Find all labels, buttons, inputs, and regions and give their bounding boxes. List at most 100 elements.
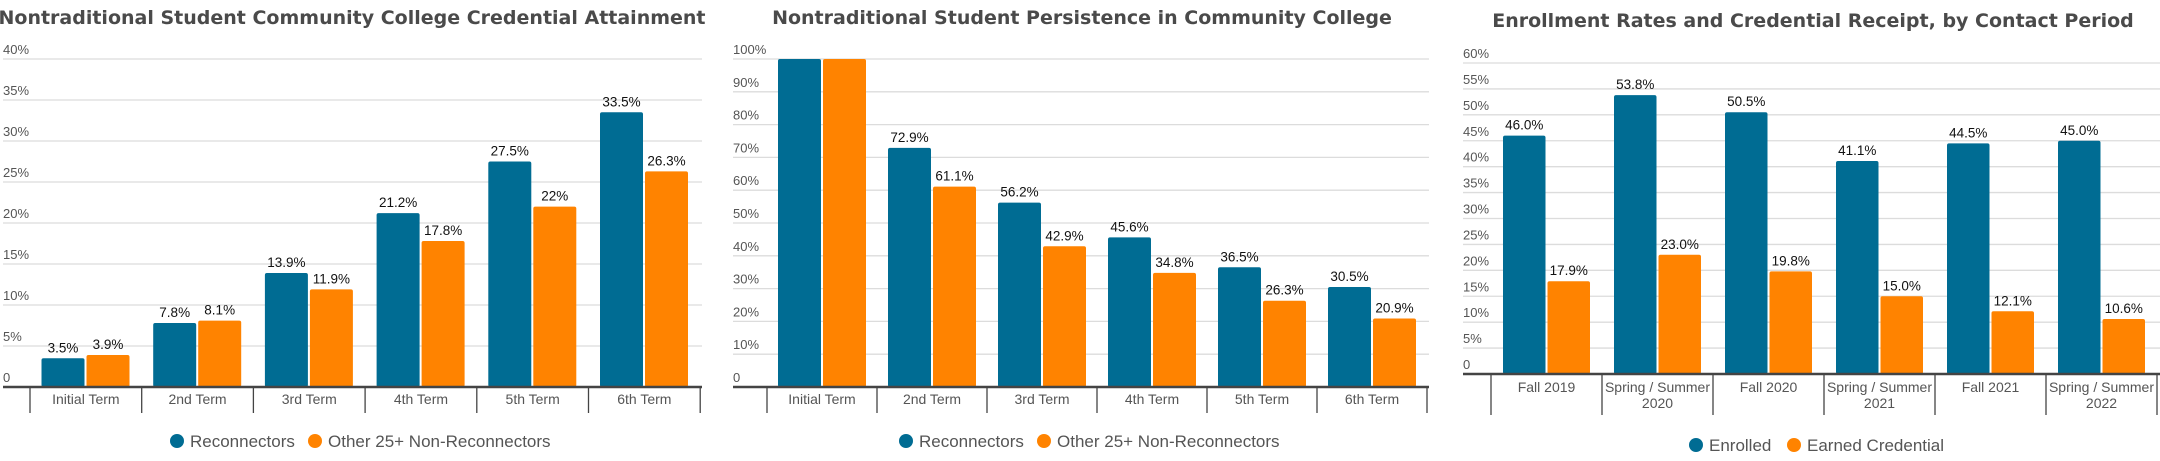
data-label: 3.9% <box>93 337 124 352</box>
bar-series-b <box>86 355 130 387</box>
y-tick-label: 50% <box>733 206 759 221</box>
legend-swatch-icon <box>1787 438 1801 452</box>
bar-series-a <box>600 112 643 388</box>
legend-item[interactable]: Other 25+ Non-Reconnectors <box>308 432 551 451</box>
category-label: Spring / Summer <box>1605 379 1710 395</box>
data-label: 41.1% <box>1838 143 1876 158</box>
y-tick-label: 20% <box>733 304 759 319</box>
y-tick-label: 40% <box>1463 150 1489 165</box>
legend-item[interactable]: Reconnectors <box>170 432 295 451</box>
bar-series-b <box>1991 311 2034 374</box>
legend-label: Enrolled <box>1709 436 1771 455</box>
data-label: 15.0% <box>1883 278 1921 293</box>
legend-swatch-icon <box>899 434 913 448</box>
data-label: 13.9% <box>267 255 305 270</box>
legend-label: Reconnectors <box>190 432 295 451</box>
data-label: 17.8% <box>424 223 462 238</box>
data-label: 53.8% <box>1616 77 1654 92</box>
category-label: Spring / Summer <box>2049 379 2154 395</box>
legend-label: Other 25+ Non-Reconnectors <box>328 432 551 451</box>
category-label: Fall 2020 <box>1740 379 1798 395</box>
data-label: 19.8% <box>1772 253 1810 268</box>
bar-series-b <box>645 171 688 387</box>
bar-series-a <box>1836 160 1879 374</box>
y-tick-label: 100% <box>733 42 767 57</box>
chart-title: Enrollment Rates and Credential Receipt,… <box>1492 10 2134 32</box>
bar-series-a <box>1328 286 1371 387</box>
y-tick-label: 30% <box>733 272 759 287</box>
legend-item[interactable]: Earned Credential <box>1787 436 1944 455</box>
y-tick-label: 45% <box>1463 124 1489 139</box>
category-label: 5th Term <box>506 391 560 407</box>
bar-series-a <box>1108 237 1151 387</box>
bar-series-a <box>2058 140 2101 374</box>
category-label: 2020 <box>1642 395 1673 411</box>
bar-series-a <box>998 202 1041 387</box>
category-label: 2nd Term <box>903 391 961 407</box>
bar-series-a <box>778 59 821 387</box>
data-label: 17.9% <box>1550 263 1588 278</box>
data-label: 45.6% <box>1110 219 1148 234</box>
bar-series-b <box>823 59 866 387</box>
data-label: 44.5% <box>1949 125 1987 140</box>
data-label: 7.8% <box>159 305 190 320</box>
data-label: 10.6% <box>2105 301 2143 316</box>
bar-series-b <box>1153 272 1196 387</box>
category-label: 3rd Term <box>282 391 337 407</box>
bar-series-a <box>888 147 931 387</box>
category-label: 2021 <box>1864 395 1895 411</box>
data-label: 26.3% <box>647 153 685 168</box>
data-label: 27.5% <box>491 144 529 159</box>
category-label: 2022 <box>2086 395 2117 411</box>
y-tick-label: 25% <box>3 165 29 180</box>
category-label: 6th Term <box>617 391 671 407</box>
y-tick-label: 25% <box>1463 227 1489 242</box>
data-label: 11.9% <box>313 271 350 286</box>
category-label: 3rd Term <box>1015 391 1070 407</box>
y-tick-label: 35% <box>3 83 29 98</box>
chart-title: Nontraditional Student Persistence in Co… <box>772 7 1392 29</box>
category-label: 2nd Term <box>168 391 226 407</box>
y-tick-label: 50% <box>1463 98 1489 113</box>
data-label: 23.0% <box>1661 237 1699 252</box>
category-label: 4th Term <box>1125 391 1179 407</box>
category-label: 5th Term <box>1235 391 1289 407</box>
bar-series-a <box>153 323 197 387</box>
y-tick-label: 0 <box>1463 357 1470 372</box>
data-label: 20.9% <box>1375 300 1413 315</box>
y-tick-label: 0 <box>733 370 740 385</box>
bar-series-b <box>533 206 577 387</box>
bar-series-b <box>1547 281 1590 374</box>
chart-2: Nontraditional Student Persistence in Co… <box>733 7 1429 451</box>
bar-series-b <box>421 241 465 387</box>
legend-item[interactable]: Other 25+ Non-Reconnectors <box>1037 432 1280 451</box>
data-label: 30.5% <box>1330 269 1368 284</box>
bar-series-b <box>1263 300 1306 387</box>
category-label: 6th Term <box>1345 391 1399 407</box>
chart-title: Nontraditional Student Community College… <box>0 7 706 29</box>
y-tick-label: 10% <box>3 288 29 303</box>
bar-series-b <box>933 186 976 387</box>
y-tick-label: 15% <box>1463 279 1489 294</box>
legend-item[interactable]: Enrolled <box>1689 436 1771 455</box>
y-tick-label: 20% <box>3 206 29 221</box>
y-tick-label: 90% <box>733 75 759 90</box>
data-label: 34.8% <box>1155 255 1193 270</box>
bar-series-b <box>1880 296 1923 374</box>
data-label: 42.9% <box>1045 228 1083 243</box>
legend-label: Reconnectors <box>919 432 1024 451</box>
bar-series-a <box>264 273 308 387</box>
y-tick-label: 60% <box>733 173 759 188</box>
chart-1: Nontraditional Student Community College… <box>0 7 706 451</box>
data-label: 61.1% <box>935 169 973 184</box>
bar-series-a <box>1503 135 1546 374</box>
bar-series-b <box>2102 319 2145 374</box>
data-label: 56.2% <box>1000 185 1038 200</box>
legend-item[interactable]: Reconnectors <box>899 432 1024 451</box>
bar-series-a <box>41 358 85 387</box>
data-label: 8.1% <box>204 303 235 318</box>
category-label: Initial Term <box>788 391 855 407</box>
legend-swatch-icon <box>308 434 322 448</box>
y-tick-label: 10% <box>1463 305 1489 320</box>
data-label: 50.5% <box>1727 94 1765 109</box>
